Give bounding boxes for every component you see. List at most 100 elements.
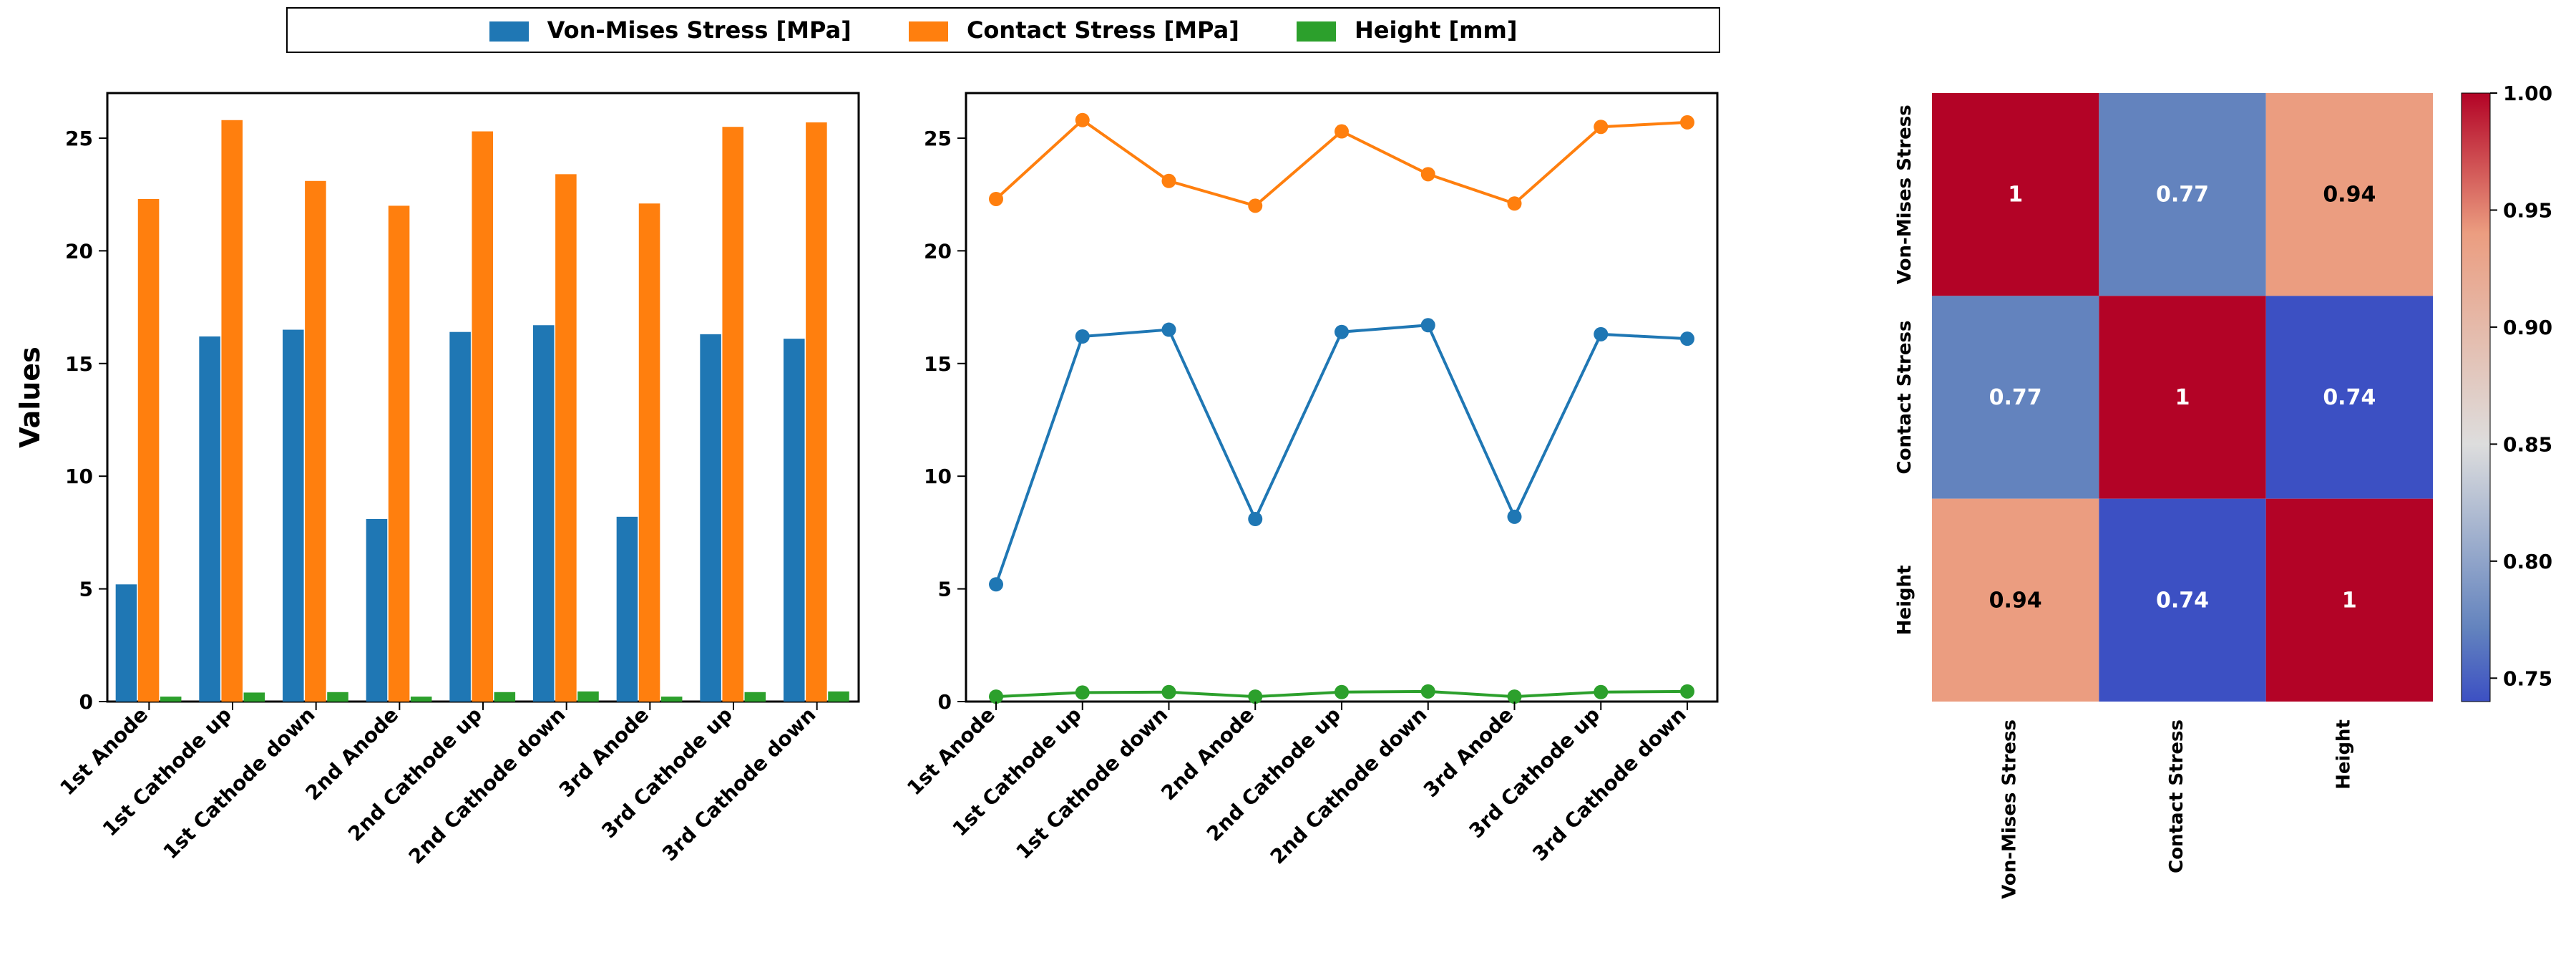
heatmap-col-label: Height: [2333, 719, 2354, 790]
series-marker: [1335, 325, 1349, 339]
series-marker: [1162, 685, 1176, 699]
series-marker: [1248, 198, 1262, 213]
series-marker: [1421, 167, 1435, 181]
bar: [494, 692, 516, 702]
bar: [533, 325, 555, 702]
y-tick-label: 5: [938, 578, 952, 601]
legend-item-contact: Contact Stress [MPa]: [909, 16, 1239, 44]
bar: [722, 127, 743, 702]
heatmap-cell-label: 0.77: [1989, 385, 2042, 410]
legend-label: Contact Stress [MPa]: [967, 16, 1239, 44]
bar: [828, 692, 849, 702]
y-tick-label: 20: [924, 239, 952, 263]
bar: [472, 132, 493, 702]
bar: [116, 584, 137, 702]
bar: [784, 339, 805, 702]
bar: [555, 174, 577, 702]
bar: [283, 330, 304, 702]
x-tick-label: 2nd Cathode down: [1266, 703, 1432, 869]
series-marker: [1508, 196, 1522, 210]
y-tick-label: 20: [65, 239, 93, 263]
bar: [700, 334, 721, 702]
heatmap-cell-label: 0.74: [2156, 588, 2209, 613]
y-tick-label: 15: [924, 352, 952, 376]
colorbar-tick-label: 0.75: [2503, 666, 2552, 690]
series-marker: [989, 192, 1003, 206]
y-tick-label: 5: [79, 578, 93, 601]
y-tick-label: 25: [924, 127, 952, 150]
bar: [389, 205, 410, 702]
series-marker: [1075, 113, 1090, 127]
heatmap-cell-label: 0.94: [2323, 183, 2376, 208]
legend-swatch: [489, 21, 529, 42]
series-marker: [1335, 125, 1349, 139]
x-tick-label: 1st Anode: [902, 703, 1000, 800]
bar: [661, 697, 683, 702]
series-marker: [1594, 120, 1608, 134]
bar: [160, 697, 182, 702]
series-marker: [1162, 174, 1176, 188]
line-chart: 05101520251st Anode1st Cathode up1st Cat…: [902, 79, 1739, 945]
legend-label: Von-Mises Stress [MPa]: [547, 16, 852, 44]
series-marker: [989, 577, 1003, 591]
bar: [577, 692, 599, 702]
heatmap-col-label: Contact Stress: [2166, 719, 2187, 873]
bar: [366, 519, 388, 702]
x-tick-label: 2nd Cathode down: [404, 703, 570, 869]
bar: [244, 692, 265, 702]
colorbar-gradient: [2462, 93, 2490, 702]
bar: [745, 692, 766, 702]
y-tick-label: 15: [65, 352, 93, 376]
series-marker: [1335, 685, 1349, 699]
series-marker: [1075, 685, 1090, 699]
series-marker: [1421, 684, 1435, 699]
bar-chart: 0510152025Values1st Anode1st Cathode up1…: [7, 79, 873, 945]
bar: [305, 181, 326, 702]
heatmap-cell-label: 1: [2008, 183, 2023, 208]
heatmap: 10.770.940.7710.740.940.741Von-Mises Str…: [1875, 79, 2447, 945]
series-marker: [1421, 318, 1435, 332]
bar: [639, 203, 660, 702]
x-tick-label: 1st Cathode down: [1011, 703, 1172, 864]
heatmap-row-label: Von-Mises Stress: [1894, 105, 1916, 284]
series-marker: [1594, 327, 1608, 341]
heatmap-cell-label: 1: [2175, 385, 2190, 410]
colorbar-tick-label: 0.90: [2503, 316, 2552, 339]
bar: [327, 692, 348, 702]
legend-item-von-mises: Von-Mises Stress [MPa]: [489, 16, 852, 44]
series-marker: [1508, 510, 1522, 524]
y-tick-label: 0: [938, 690, 952, 714]
heatmap-cell-label: 0.94: [1989, 588, 2042, 613]
y-tick-label: 25: [65, 127, 93, 150]
series-marker: [1680, 684, 1694, 699]
colorbar-tick-label: 1.00: [2503, 82, 2552, 105]
colorbar-tick-label: 0.95: [2503, 198, 2552, 222]
series-marker: [1680, 331, 1694, 346]
heatmap-cell-label: 1: [2342, 588, 2357, 613]
heatmap-col-label: Von-Mises Stress: [1999, 719, 2021, 899]
series-marker: [1680, 115, 1694, 130]
series-marker: [1594, 685, 1608, 699]
y-tick-label: 0: [79, 690, 93, 714]
bar: [806, 122, 827, 702]
colorbar-tick-label: 0.80: [2503, 550, 2552, 573]
figure-root: Von-Mises Stress [MPa] Contact Stress [M…: [0, 0, 2576, 960]
x-tick-label: 3rd Cathode down: [1528, 703, 1691, 866]
legend: Von-Mises Stress [MPa] Contact Stress [M…: [286, 7, 1720, 53]
legend-item-height: Height [mm]: [1297, 16, 1518, 44]
heatmap-row-label: Height: [1894, 565, 1916, 635]
bar: [617, 517, 638, 702]
heatmap-row-label: Contact Stress: [1894, 321, 1916, 475]
y-tick-label: 10: [65, 465, 93, 488]
series-marker: [1248, 512, 1262, 526]
bar: [411, 697, 432, 702]
series-marker: [1162, 323, 1176, 337]
bar: [138, 199, 160, 702]
y-axis-label: Values: [14, 346, 46, 447]
series-line: [996, 325, 1687, 584]
bar: [449, 332, 471, 702]
colorbar-tick-label: 0.85: [2503, 432, 2552, 456]
x-tick-label: 1st Cathode down: [159, 703, 320, 864]
series-marker: [1075, 329, 1090, 344]
bar: [199, 336, 220, 702]
